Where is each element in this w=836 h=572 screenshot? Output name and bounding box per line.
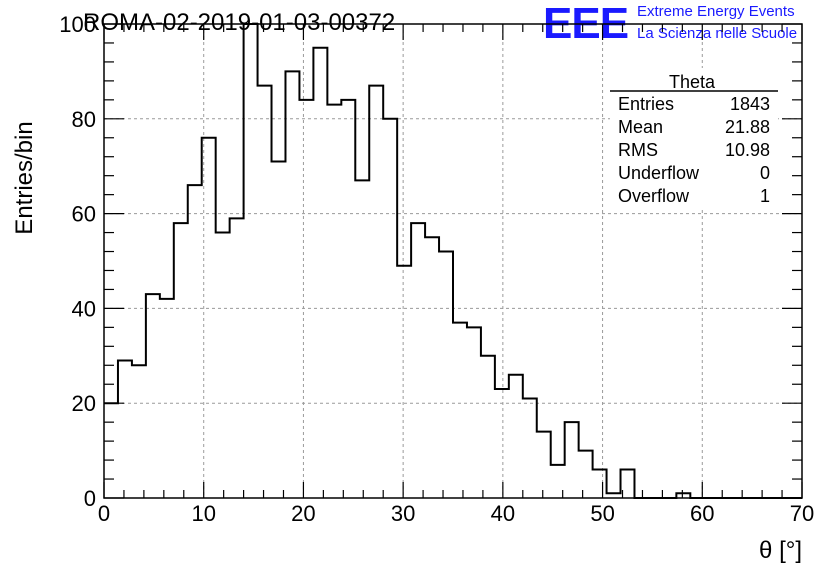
x-tick-label: 30	[391, 501, 415, 526]
y-axis-label: Entries/bin	[11, 121, 38, 234]
x-tick-label: 20	[291, 501, 315, 526]
stats-value: 0	[760, 163, 770, 183]
x-tick-label: 40	[491, 501, 515, 526]
y-tick-label: 60	[72, 202, 96, 227]
x-axis-label: θ [°]	[759, 537, 802, 564]
stats-label: RMS	[618, 140, 658, 160]
logo-tagline-1: Extreme Energy Events	[637, 3, 795, 20]
x-tick-label: 70	[790, 501, 814, 526]
y-tick-label: 100	[59, 12, 96, 37]
stats-label: Mean	[618, 117, 663, 137]
stats-label: Overflow	[618, 186, 690, 206]
y-tick-label: 0	[84, 486, 96, 511]
stats-value: 10.98	[725, 140, 770, 160]
y-tick-label: 80	[72, 107, 96, 132]
stats-value: 21.88	[725, 117, 770, 137]
x-tick-labels: 0 10 20 30 40 50 60 70	[98, 501, 814, 526]
stats-value: 1	[760, 186, 770, 206]
plot-frame	[103, 23, 803, 499]
logo-tagline-2: La Scienza nelle Scuole	[637, 25, 798, 42]
stats-title: Theta	[669, 72, 716, 92]
histogram-series	[104, 23, 802, 499]
y-tick-label: 20	[72, 391, 96, 416]
stats-box: Theta Entries 1843 Mean 21.88 RMS 10.98 Underf…	[610, 68, 778, 208]
y-tick-labels: 0 20 40 60 80 100	[59, 12, 96, 511]
x-tick-label: 60	[690, 501, 714, 526]
stats-label: Underflow	[618, 163, 700, 183]
x-tick-label: 50	[590, 501, 614, 526]
stats-label: Entries	[618, 94, 674, 114]
x-tick-label: 10	[191, 501, 215, 526]
y-tick-label: 40	[72, 296, 96, 321]
x-tick-label: 0	[98, 501, 110, 526]
stats-value: 1843	[730, 94, 770, 114]
